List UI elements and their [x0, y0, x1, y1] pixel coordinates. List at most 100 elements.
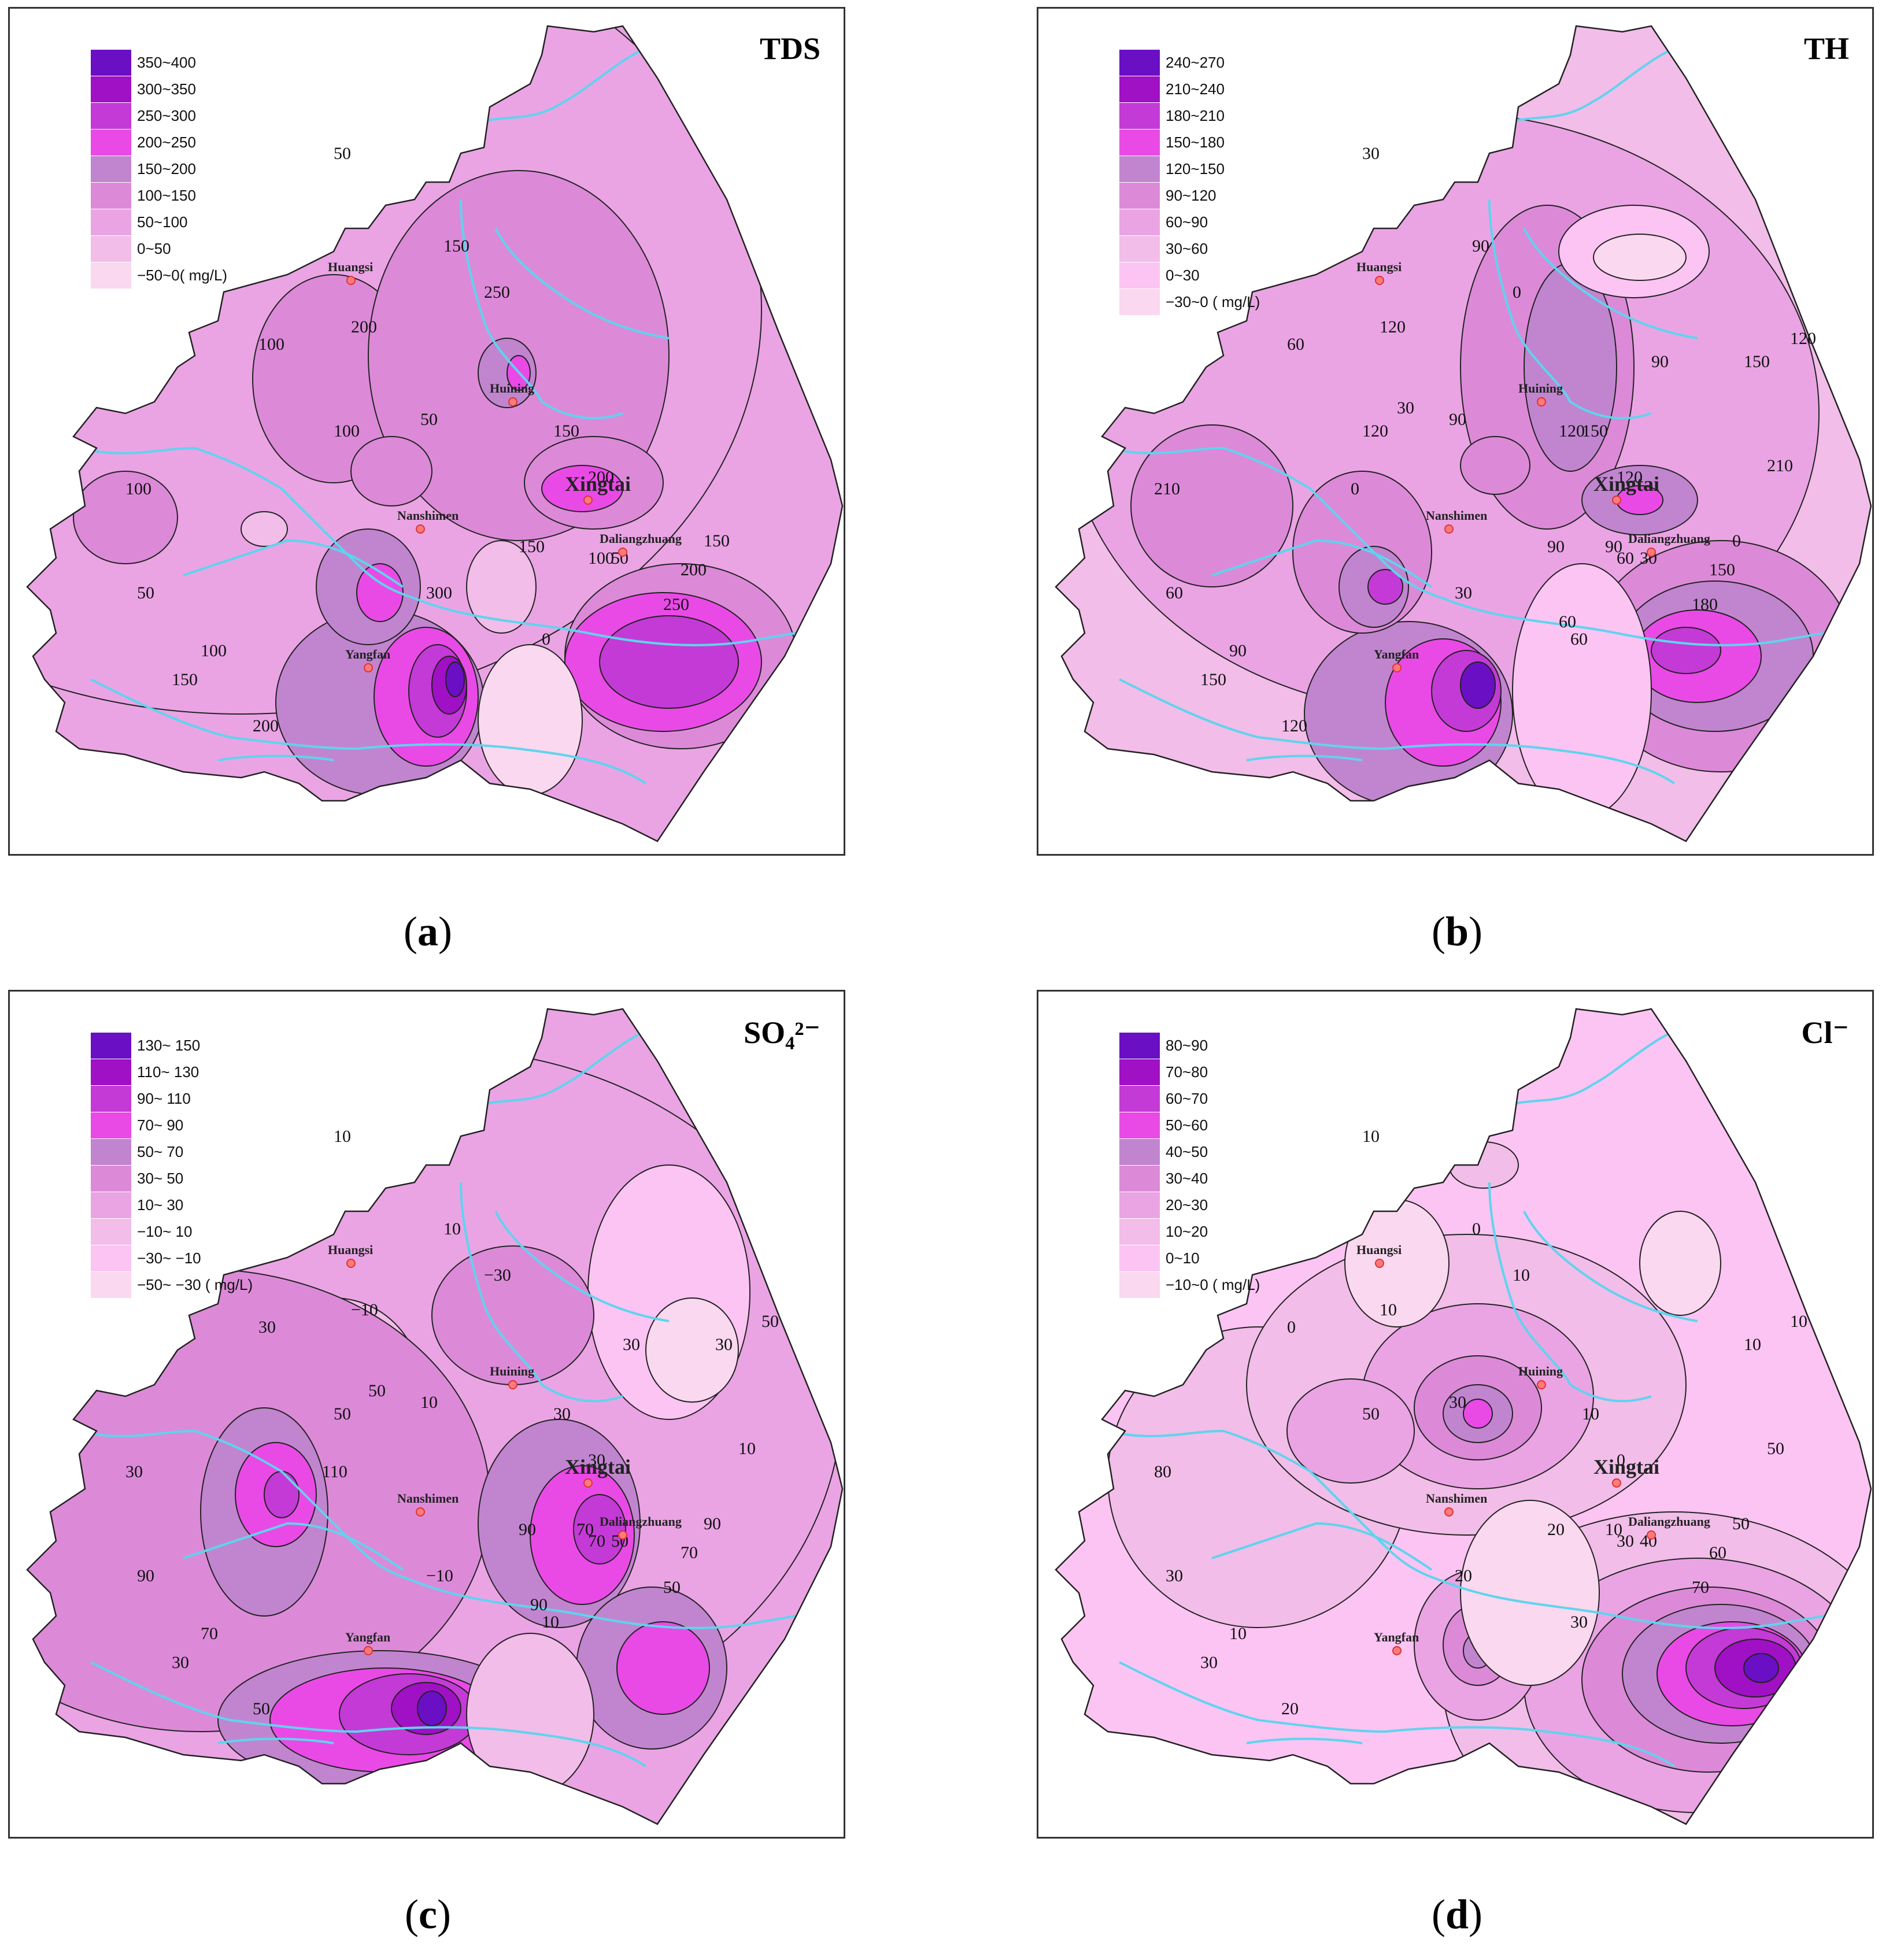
contour-label: 150	[1200, 670, 1226, 689]
contour-zone	[445, 661, 465, 697]
legend-row: 0~10	[1119, 1245, 1260, 1271]
contour-label: 70	[681, 1543, 698, 1562]
contour-zone	[466, 1633, 594, 1796]
caption-b: (b)	[1431, 908, 1482, 955]
legend-row: 70~80	[1119, 1059, 1260, 1085]
city-marker	[1537, 1380, 1546, 1389]
caption-a: (a)	[404, 908, 452, 955]
map-title-th: TH	[1803, 31, 1849, 66]
contour-label: 50	[420, 410, 438, 429]
river-line	[217, 755, 334, 761]
legend-swatch	[1119, 1138, 1160, 1165]
city-marker	[416, 524, 425, 534]
legend-th: 240~270 210~240 180~210 150~180 120~150 90~12…	[1119, 49, 1260, 315]
caption-letter-d: d	[1445, 1891, 1469, 1937]
city-marker	[1537, 397, 1546, 406]
legend-row: 60~90	[1119, 209, 1260, 235]
contour-label: 210	[1767, 456, 1793, 475]
legend-swatch	[91, 1192, 131, 1218]
contour-label: 30	[172, 1653, 189, 1672]
contour-label: 150	[1744, 352, 1770, 371]
legend-label: 90~120	[1166, 186, 1217, 204]
contour-zone	[417, 1691, 447, 1726]
legend-row: 250~300	[91, 102, 227, 129]
legend-label: 0~50	[137, 239, 171, 257]
city-label-daliangzhuang: Daliangzhuang	[1628, 1514, 1710, 1529]
legend-label: 50~100	[137, 213, 188, 231]
legend-label: 80~90	[1166, 1036, 1208, 1054]
contour-label: 30	[1200, 1653, 1218, 1672]
contour-label: 90	[137, 1566, 154, 1585]
legend-label: 10~ 30	[137, 1196, 184, 1214]
map-title-so4: SO₄²⁻	[744, 1015, 820, 1050]
contour-label: 10	[1513, 1266, 1530, 1285]
region-boundary	[26, 1008, 844, 1825]
legend-swatch	[91, 262, 131, 289]
legend-swatch	[91, 129, 131, 156]
contour-label: 30	[715, 1335, 733, 1354]
region-boundary	[26, 25, 844, 842]
contour-label: 120	[1617, 468, 1643, 487]
river-line	[494, 1211, 670, 1322]
legend-swatch	[1119, 1218, 1160, 1245]
contour-zone	[1344, 1199, 1450, 1327]
legend-label: −30~ −10	[137, 1249, 201, 1267]
legend-swatch	[91, 182, 131, 209]
contour-label: 120	[1380, 317, 1406, 336]
city-marker	[1444, 1507, 1454, 1517]
city-marker	[1647, 548, 1656, 557]
legend-row: 20~30	[1119, 1192, 1260, 1218]
contour-label: 30	[1570, 1613, 1588, 1632]
river-line	[1119, 678, 1676, 785]
legend-swatch	[91, 1218, 131, 1245]
contour-label: 10	[542, 1613, 559, 1632]
legend-swatch	[91, 76, 131, 102]
legend-row: −10~ 10	[91, 1218, 253, 1245]
contour-label: 110	[322, 1462, 347, 1481]
city-marker	[1612, 495, 1621, 505]
legend-label: 30~60	[1166, 239, 1208, 257]
river-line	[460, 1182, 623, 1403]
contour-zone	[1367, 569, 1403, 605]
legend-swatch	[1119, 209, 1160, 235]
contour-label: 200	[351, 317, 377, 336]
contour-label: 200	[588, 468, 614, 487]
legend-row: 120~150	[1119, 156, 1260, 182]
legend-swatch	[1119, 129, 1160, 156]
contour-label: 10	[420, 1393, 438, 1412]
contour-label: 0	[1513, 283, 1521, 302]
contour-label: 30	[1617, 1532, 1634, 1551]
contour-label: 30	[125, 1462, 143, 1481]
contour-label: 90	[1605, 537, 1622, 556]
city-marker	[364, 663, 373, 672]
contour-zone	[1639, 1211, 1721, 1316]
contour-label: 100	[125, 479, 151, 498]
contour-zone	[1460, 1500, 1600, 1686]
contour-label: 300	[426, 583, 452, 602]
river-line	[79, 1429, 842, 1629]
legend-label: 60~90	[1166, 213, 1208, 231]
city-label-yangfan: Yangfan	[1374, 1630, 1419, 1644]
legend-swatch	[91, 1085, 131, 1112]
contour-zone	[466, 540, 537, 634]
legend-label: 60~70	[1166, 1089, 1208, 1107]
contour-label: 60	[1559, 612, 1576, 631]
city-label-nanshimen: Nanshimen	[1426, 1491, 1487, 1506]
legend-row: 40~50	[1119, 1138, 1260, 1165]
city-marker	[583, 1478, 593, 1488]
contour-label: 30	[588, 1451, 605, 1470]
legend-row: −30~ −10	[91, 1245, 253, 1271]
legend-row: 130~ 150	[91, 1032, 253, 1059]
legend-row: 30~ 50	[91, 1165, 253, 1192]
legend-swatch	[91, 1032, 131, 1059]
contour-label: 30	[623, 1335, 640, 1354]
river-line	[1107, 1429, 1871, 1629]
contour-label: 200	[253, 716, 279, 735]
legend-swatch	[1119, 182, 1160, 209]
legend-label: −10~ 10	[137, 1222, 193, 1240]
contour-label: 60	[1709, 1543, 1726, 1562]
legend-row: 80~90	[1119, 1032, 1260, 1059]
city-label-nanshimen: Nanshimen	[1426, 508, 1487, 523]
